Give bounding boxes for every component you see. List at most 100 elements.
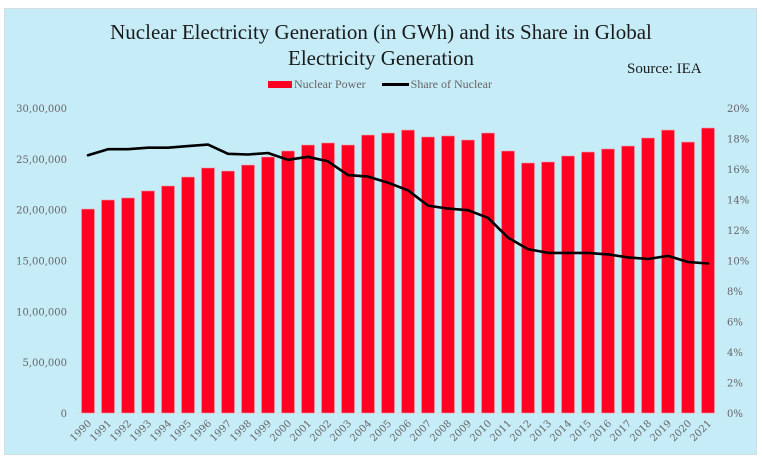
bar-1990[interactable] (81, 208, 95, 414)
bar-1994[interactable] (161, 185, 175, 414)
x-tick-label: 1990 (68, 418, 94, 444)
legend-swatch-line (381, 82, 409, 86)
bar-2004[interactable] (361, 134, 375, 414)
line-series (86, 143, 710, 265)
bar-1998[interactable] (241, 164, 255, 414)
right-tick-label: 14% (727, 196, 749, 207)
x-tick-label: 2002 (308, 418, 334, 444)
left-tick-label: 30,00,000 (16, 104, 67, 115)
bar-2015[interactable] (581, 151, 595, 414)
legend-swatch-bar (268, 80, 292, 88)
left-tick-label: 25,00,000 (16, 155, 67, 166)
x-tick-label: 2019 (648, 418, 674, 444)
chart-title: Nuclear Electricity Generation (in GWh) … (0, 19, 762, 71)
bar-2011[interactable] (501, 150, 515, 414)
x-tick-label: 2014 (548, 418, 574, 444)
right-tick-label: 0% (727, 409, 743, 420)
bar-2006[interactable] (401, 129, 415, 414)
x-tick-label: 2016 (588, 418, 614, 444)
x-tick-label: 2004 (348, 418, 374, 444)
right-tick-label: 12% (727, 226, 749, 237)
x-tick-label: 2013 (528, 418, 554, 444)
right-tick-label: 2% (727, 379, 743, 390)
x-tick-label: 2012 (508, 418, 534, 444)
left-tick-label: 15,00,000 (16, 257, 67, 268)
left-axis: 0 5,00,000 10,00,000 15,00,000 20,00,000 25,0… (16, 104, 67, 420)
source-annotation: Source: IEA (627, 61, 702, 77)
bar-2013[interactable] (541, 161, 555, 414)
bar-2009[interactable] (461, 139, 475, 414)
x-tick-label: 2010 (468, 418, 494, 444)
bar-2000[interactable] (281, 150, 295, 414)
x-tick-label: 1995 (168, 418, 194, 444)
x-tick-label: 2009 (448, 418, 474, 444)
x-tick-label: 1997 (208, 418, 234, 444)
bar-2007[interactable] (421, 136, 435, 414)
bar-1997[interactable] (221, 170, 235, 414)
legend-label-nuclear-power: Nuclear Power (294, 76, 366, 91)
x-tick-label: 1992 (108, 418, 134, 444)
bar-1999[interactable] (261, 156, 275, 414)
bar-2003[interactable] (341, 144, 355, 414)
x-tick-label: 1994 (148, 418, 174, 444)
legend-item-nuclear-power[interactable]: Nuclear Power (268, 77, 366, 92)
x-tick-label: 2021 (688, 418, 714, 444)
right-tick-label: 18% (727, 135, 749, 146)
x-tick-label: 1991 (88, 418, 114, 444)
share-line[interactable] (86, 143, 710, 265)
bar-2017[interactable] (621, 145, 635, 414)
bar-2002[interactable] (321, 142, 335, 414)
bar-series (81, 127, 715, 414)
bar-2001[interactable] (301, 144, 315, 414)
bar-2019[interactable] (661, 129, 675, 414)
left-tick-label: 5,00,000 (22, 358, 67, 369)
bar-2005[interactable] (381, 132, 395, 414)
bar-1996[interactable] (201, 167, 215, 414)
legend-item-share-of-nuclear[interactable]: Share of Nuclear (381, 76, 492, 92)
chart-title-line-2: Electricity Generation (288, 46, 474, 70)
chart-title-line-1: Nuclear Electricity Generation (in GWh) … (110, 20, 652, 44)
x-tick-label: 1996 (188, 418, 214, 444)
x-tick-label: 1999 (248, 418, 274, 444)
right-tick-label: 16% (727, 165, 749, 176)
bar-2016[interactable] (601, 148, 615, 414)
left-tick-label: 20,00,000 (16, 206, 67, 217)
legend-label-share-of-nuclear: Share of Nuclear (410, 76, 492, 91)
bar-1992[interactable] (121, 197, 135, 414)
x-tick-label: 1998 (228, 418, 254, 444)
bar-2020[interactable] (681, 141, 695, 414)
right-tick-label: 10% (727, 257, 749, 268)
x-tick-label: 2003 (328, 418, 354, 444)
x-axis: 1990199119921993199419951996199719981999… (68, 418, 714, 444)
x-tick-label: 2007 (408, 418, 434, 444)
left-tick-label: 0 (61, 409, 67, 420)
x-tick-label: 2018 (628, 418, 654, 444)
x-tick-label: 2008 (428, 418, 454, 444)
x-tick-label: 2006 (388, 418, 414, 444)
bar-2010[interactable] (481, 132, 495, 414)
x-tick-label: 2005 (368, 418, 394, 444)
right-tick-label: 4% (727, 348, 743, 359)
left-tick-label: 10,00,000 (16, 307, 67, 318)
x-tick-label: 2020 (668, 418, 694, 444)
legend: Nuclear Power Share of Nuclear (268, 76, 508, 92)
bar-2021[interactable] (701, 127, 715, 414)
bar-2008[interactable] (441, 135, 455, 414)
right-tick-label: 8% (727, 287, 743, 298)
bar-2012[interactable] (521, 162, 535, 414)
right-axis: 0% 2% 4% 6% 8% 10% 12% 14% 16% 18% 20% (727, 104, 749, 420)
right-tick-label: 6% (727, 318, 743, 329)
x-tick-label: 2001 (288, 418, 314, 444)
bar-2014[interactable] (561, 155, 575, 414)
bar-2018[interactable] (641, 137, 655, 414)
x-tick-label: 2015 (568, 418, 594, 444)
x-tick-label: 1993 (128, 418, 154, 444)
right-tick-label: 20% (727, 104, 749, 115)
x-tick-label: 2017 (608, 418, 634, 444)
bar-1991[interactable] (101, 199, 115, 414)
bar-1995[interactable] (181, 176, 195, 414)
x-tick-label: 2000 (268, 418, 294, 444)
x-tick-label: 2011 (488, 418, 514, 444)
bar-1993[interactable] (141, 190, 155, 414)
